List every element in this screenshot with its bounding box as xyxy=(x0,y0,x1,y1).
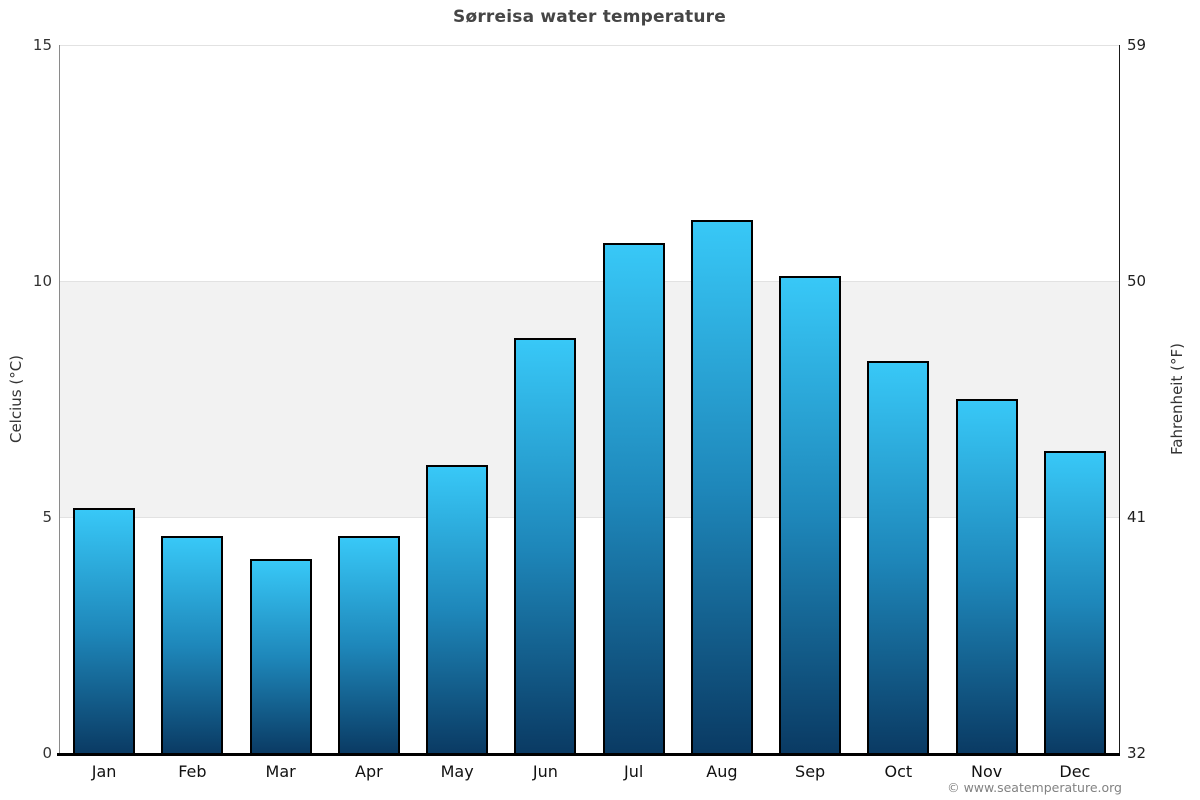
y-tick-label-celsius-10: 10 xyxy=(32,272,52,290)
y-tick-label-fahrenheit-32: 32 xyxy=(1127,744,1147,762)
x-tick-label-jun: Jun xyxy=(532,762,558,781)
y-tick-label-fahrenheit-41: 41 xyxy=(1127,508,1147,526)
bar-may xyxy=(426,465,489,754)
x-tick-label-mar: Mar xyxy=(265,762,296,781)
bar-oct xyxy=(867,361,930,754)
x-tick-label-jul: Jul xyxy=(623,762,644,781)
bar-jul xyxy=(602,243,665,754)
y-tick-label-fahrenheit-50: 50 xyxy=(1127,272,1147,290)
bar-feb xyxy=(161,535,224,754)
gridline-15c xyxy=(60,44,1119,46)
y-tick-label-celsius-15: 15 xyxy=(32,36,52,54)
bar-jun xyxy=(514,337,577,754)
chart-title: Sørreisa water temperature xyxy=(453,7,726,27)
x-tick-label-dec: Dec xyxy=(1059,762,1091,781)
shaded-band xyxy=(60,281,1119,517)
y-axis-label-fahrenheit: Fahrenheit (°F) xyxy=(1168,343,1186,455)
y-tick-label-celsius-5: 5 xyxy=(42,508,52,526)
y-axis-line-left xyxy=(59,45,60,753)
y-tick-label-celsius-0: 0 xyxy=(42,744,52,762)
x-tick-label-apr: Apr xyxy=(355,762,383,781)
bar-aug xyxy=(690,219,753,754)
bar-mar xyxy=(249,559,312,754)
bar-jan xyxy=(73,507,136,754)
bar-nov xyxy=(955,399,1018,754)
y-axis-line-right xyxy=(1119,45,1120,753)
bar-sep xyxy=(779,276,842,754)
bar-apr xyxy=(337,535,400,754)
x-tick-label-jan: Jan xyxy=(91,762,117,781)
x-tick-label-feb: Feb xyxy=(178,762,207,781)
gridline-5c xyxy=(60,516,1119,518)
x-tick-label-oct: Oct xyxy=(884,762,913,781)
x-tick-label-sep: Sep xyxy=(795,762,826,781)
y-axis-label-celsius: Celcius (°C) xyxy=(7,354,25,444)
x-axis-line xyxy=(57,753,1120,756)
copyright-link[interactable]: © www.seatemperature.org xyxy=(947,780,1122,795)
y-tick-label-fahrenheit-59: 59 xyxy=(1127,36,1147,54)
x-tick-label-nov: Nov xyxy=(971,762,1003,781)
x-tick-label-aug: Aug xyxy=(706,762,738,781)
gridline-10c xyxy=(60,280,1119,282)
x-tick-label-may: May xyxy=(440,762,474,781)
bar-dec xyxy=(1043,450,1106,754)
